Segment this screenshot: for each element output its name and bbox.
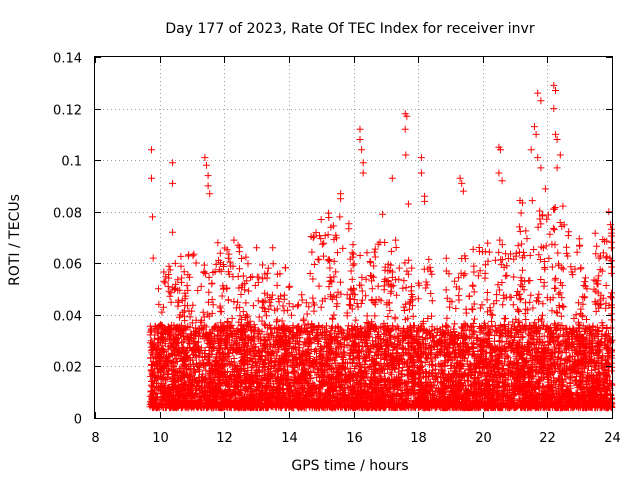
data-point — [497, 146, 504, 154]
data-point — [169, 159, 177, 167]
data-point — [553, 136, 561, 143]
data-point — [359, 169, 367, 177]
data-point — [527, 146, 535, 154]
data-point — [417, 154, 425, 162]
data-point — [149, 254, 157, 262]
data-point — [459, 187, 467, 195]
data-point — [201, 154, 209, 162]
data-point — [206, 190, 214, 198]
data-point — [401, 125, 409, 133]
data-point — [447, 362, 455, 370]
data-point — [149, 213, 156, 221]
data-point — [227, 372, 235, 379]
data-point — [552, 130, 559, 138]
data-point — [148, 174, 155, 182]
data-point — [421, 197, 429, 205]
data-point — [317, 216, 325, 223]
data-point — [402, 151, 410, 159]
data-point — [358, 146, 366, 154]
data-point — [269, 244, 277, 252]
data-point — [204, 172, 212, 180]
data-points — [146, 81, 616, 412]
data-point — [204, 182, 212, 190]
data-point — [458, 179, 466, 187]
data-point — [356, 136, 364, 143]
data-point — [230, 236, 238, 244]
data-point — [214, 239, 222, 247]
data-point — [550, 81, 558, 89]
data-point — [456, 174, 464, 182]
chart-title: Day 177 of 2023, Rate Of TEC Index for r… — [165, 21, 534, 37]
data-point — [534, 154, 542, 162]
data-point — [338, 359, 346, 367]
data-point — [534, 89, 542, 97]
data-point — [532, 130, 540, 138]
data-point — [169, 179, 177, 187]
data-point — [537, 97, 545, 105]
data-point — [203, 161, 210, 169]
data-point — [253, 244, 261, 252]
data-point — [403, 112, 411, 120]
data-point — [605, 208, 613, 216]
data-point — [552, 87, 559, 94]
data-point — [508, 373, 516, 381]
data-point — [495, 169, 503, 177]
data-point — [337, 195, 345, 203]
data-point — [379, 210, 387, 218]
data-point — [292, 360, 300, 368]
data-point — [404, 200, 412, 208]
data-point — [553, 164, 561, 172]
data-point — [537, 164, 545, 172]
data-point — [556, 151, 564, 159]
data-point — [356, 125, 364, 133]
data-point — [359, 159, 367, 167]
data-point — [498, 177, 506, 185]
data-point — [550, 105, 558, 113]
data-point — [417, 169, 425, 177]
data-point — [531, 123, 538, 131]
data-point — [148, 146, 155, 154]
data-point — [169, 228, 177, 236]
data-point — [388, 174, 396, 182]
